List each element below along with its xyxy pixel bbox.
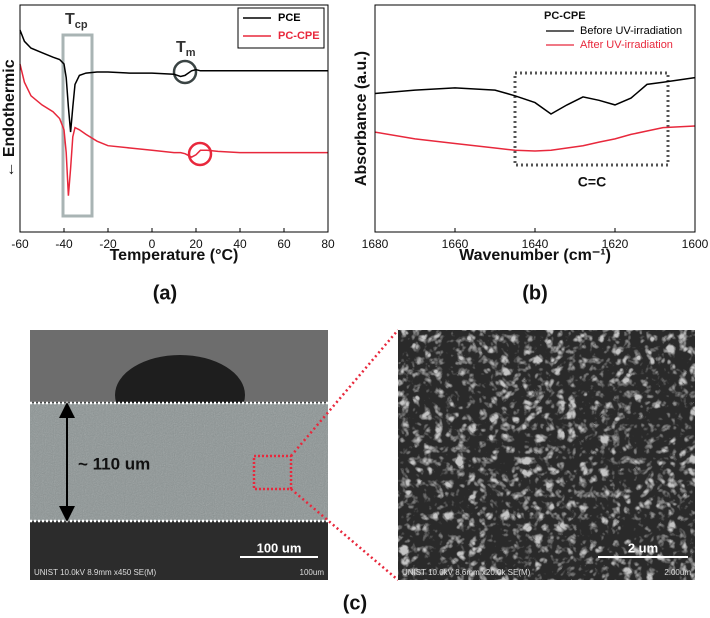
x-axis-label: Temperature (°C) bbox=[110, 247, 239, 264]
x-tick-label: 20 bbox=[189, 237, 203, 251]
zoom-box bbox=[252, 454, 293, 491]
annotation-sub: cp bbox=[75, 19, 88, 31]
sem-info-scale: 2.00um bbox=[664, 568, 691, 577]
x-tick-label: 1620 bbox=[602, 237, 629, 251]
y-axis-label: ← Endothermic bbox=[1, 59, 18, 177]
sem-bottom bbox=[30, 522, 328, 580]
x-tick-label: 80 bbox=[321, 237, 335, 251]
annotation: Tm bbox=[176, 39, 196, 59]
annotation-sub: m bbox=[186, 47, 196, 59]
x-tick-label: 60 bbox=[277, 237, 291, 251]
annotation: Tcp bbox=[65, 11, 88, 31]
scale-label: 2 um bbox=[628, 540, 658, 555]
panel-label: (c) bbox=[343, 592, 367, 614]
legend-title: PC-CPE bbox=[544, 10, 586, 22]
tm-circle bbox=[172, 59, 198, 85]
panel-label: (a) bbox=[153, 282, 177, 304]
y-axis-label: Absorbance (a.u.) bbox=[353, 51, 370, 186]
x-tick-label: 0 bbox=[149, 237, 156, 251]
annotation-base: T bbox=[176, 39, 186, 56]
scale-label: 100 um bbox=[257, 540, 302, 555]
annotation: C=C bbox=[578, 174, 606, 190]
sem-left: ~ 110 um 100 um UNIST 10.0kV 8.9mm x450 … bbox=[30, 330, 328, 580]
x-tick-label: 1600 bbox=[682, 237, 709, 251]
annotation-base: T bbox=[65, 11, 75, 28]
sem-texture bbox=[30, 403, 328, 521]
plot-frame bbox=[19, 4, 329, 233]
x-tick-label: 40 bbox=[233, 237, 247, 251]
x-tick-label: 1680 bbox=[362, 237, 389, 251]
panel-label: (b) bbox=[522, 282, 548, 304]
sem-info-scale: 100um bbox=[300, 568, 325, 577]
sem-right: 2 um UNIST 10.0kV 8.6mm x20.0k SE(M) 2.0… bbox=[398, 330, 695, 580]
x-tick-label: -20 bbox=[99, 237, 117, 251]
series-line bbox=[374, 125, 696, 152]
legend-label: PC-CPE bbox=[278, 30, 320, 42]
x-tick-label: 1660 bbox=[442, 237, 469, 251]
sem-info: UNIST 10.0kV 8.6mm x20.0k SE(M) bbox=[402, 568, 531, 577]
legend-label: Before UV-irradiation bbox=[580, 25, 682, 37]
series-line bbox=[374, 76, 696, 115]
x-tick-label: -40 bbox=[55, 237, 73, 251]
tm-circle-red bbox=[187, 141, 213, 167]
cc-box bbox=[513, 71, 670, 167]
thickness-label: ~ 110 um bbox=[78, 454, 150, 473]
sem-info: UNIST 10.0kV 8.9mm x450 SE(M) bbox=[34, 568, 156, 577]
zoom-line bbox=[290, 488, 399, 581]
legend-label: PCE bbox=[278, 12, 301, 24]
sem-particles bbox=[398, 330, 695, 580]
x-tick-label: -60 bbox=[11, 237, 29, 251]
series-line bbox=[19, 63, 328, 196]
legend-box bbox=[237, 7, 325, 49]
x-tick-label: 1640 bbox=[522, 237, 549, 251]
legend-label: After UV-irradiation bbox=[580, 39, 673, 51]
x-axis-label: Wavenumber (cm⁻¹) bbox=[459, 247, 611, 264]
series-line bbox=[19, 29, 328, 133]
